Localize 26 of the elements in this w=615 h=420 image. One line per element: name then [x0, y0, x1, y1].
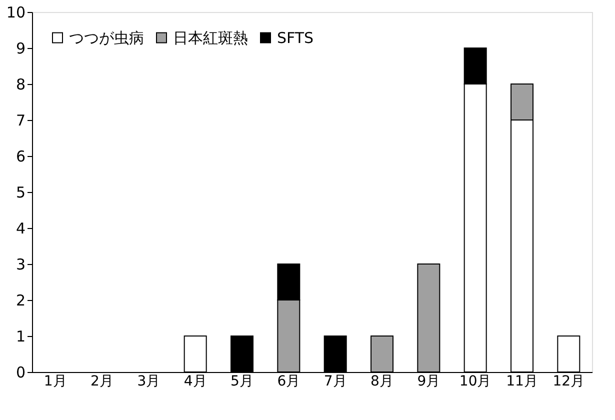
y-tick-label: 8: [16, 76, 26, 94]
x-tick-label: 10月: [459, 374, 492, 390]
legend-label: 日本紅斑熱: [173, 28, 248, 47]
y-tick-label: 2: [16, 292, 26, 310]
y-tick-label: 1: [16, 328, 26, 346]
y-tick-label: 3: [16, 256, 26, 274]
legend-label: つつが虫病: [69, 28, 144, 47]
y-tick-label: 9: [16, 40, 26, 58]
x-tick-label: 7月: [324, 374, 347, 390]
x-tick-label: 4月: [184, 374, 207, 390]
legend-label: SFTS: [277, 28, 314, 47]
x-tick-label: 9月: [417, 374, 440, 390]
y-tick-label: 4: [16, 220, 26, 238]
x-tick-label: 1月: [44, 374, 67, 390]
y-tick-label: 0: [16, 364, 26, 382]
y-tick-label: 5: [16, 184, 26, 202]
x-tick-label: 2月: [90, 374, 114, 390]
x-tick-label: 11月: [506, 374, 538, 390]
x-tick-label: 12月: [552, 374, 585, 390]
x-tick-label: 6月: [277, 374, 300, 390]
x-tick-label: 5月: [230, 374, 254, 390]
y-tick-label: 6: [16, 148, 26, 166]
y-tick-label: 7: [16, 112, 26, 130]
y-tick-label: 10: [6, 4, 26, 22]
x-tick-label: 8月: [370, 374, 394, 390]
x-tick-label: 3月: [137, 374, 160, 390]
